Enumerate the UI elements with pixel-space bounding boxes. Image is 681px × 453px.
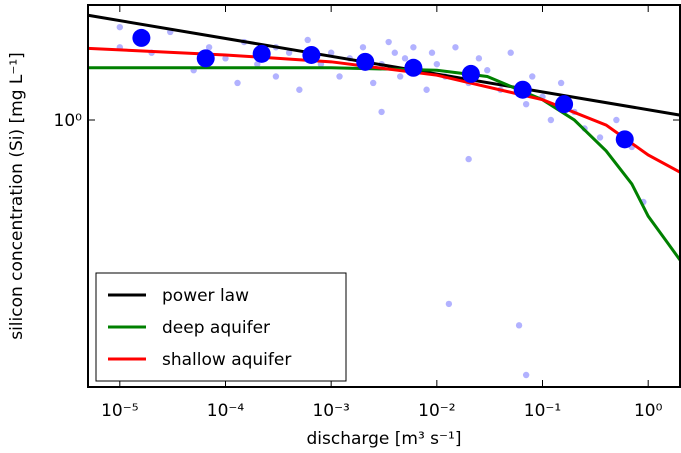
point [285,49,293,56]
y-axis-label: silicon concentration (Si) [mg L⁻¹] [7,52,27,340]
point [234,79,241,87]
point [445,300,453,308]
point [484,67,491,74]
point [596,134,604,141]
point [475,55,483,62]
mean-point [196,49,215,68]
mean-point [356,52,375,71]
point [423,86,430,93]
point [272,73,280,80]
series-line [88,66,681,261]
point [433,60,441,68]
x-tick-label: 10⁻⁵ [101,401,138,421]
point [428,49,436,56]
x-tick-label: 10⁻⁴ [207,401,245,421]
legend-label: shallow aquifer [162,350,291,370]
point [522,371,530,379]
point [222,55,229,62]
point [304,36,311,44]
point [378,108,385,116]
point [529,73,536,80]
point [401,55,409,62]
point [370,79,377,87]
point [557,79,565,87]
mean-point [513,80,532,99]
point [522,100,530,108]
point [336,73,343,80]
mean-point [555,95,574,114]
point [547,116,555,124]
legend-label: power law [162,286,249,306]
mean-point [615,130,634,149]
point [465,155,472,163]
mean-point [461,64,480,83]
x-tick-label: 10⁰ [634,401,663,421]
y-tick-label: 10⁰ [54,111,83,131]
point [410,44,417,51]
mean-point [404,58,423,77]
point [452,44,459,51]
plot-frame [87,4,681,388]
point [116,23,124,31]
point [254,60,261,68]
mean-point [252,44,271,63]
series-line [87,46,681,174]
point [396,73,404,80]
series-line [87,13,681,117]
x-axis-label: discharge [m³ s⁻¹] [307,429,462,449]
point [613,116,620,124]
x-tick-label: 10⁻¹ [524,401,561,421]
point [515,322,523,329]
x-tick-label: 10⁻² [418,401,455,421]
point [359,44,367,51]
point [391,49,398,56]
legend-label: deep aquifer [162,318,270,338]
mean-point [302,45,321,64]
point [507,49,514,56]
point [205,44,213,51]
point [385,38,392,46]
point [296,86,303,93]
x-tick-label: 10⁻³ [312,401,349,421]
point [327,49,335,56]
mean-point [132,28,151,47]
